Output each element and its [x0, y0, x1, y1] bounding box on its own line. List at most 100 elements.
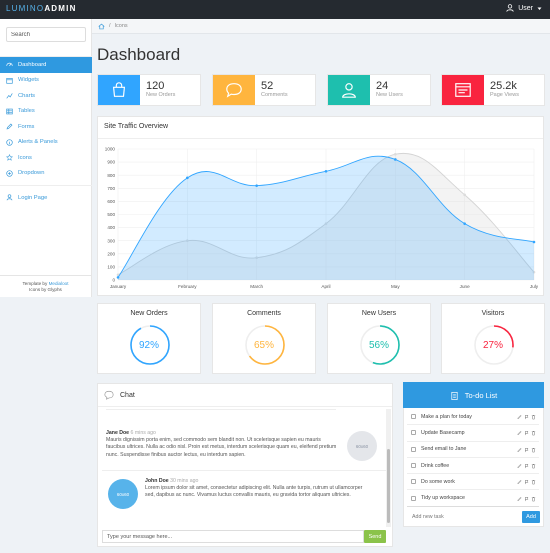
search-input[interactable] [6, 27, 86, 42]
bag-icon [112, 82, 126, 97]
page-title: Dashboard [97, 45, 181, 64]
progress-ring [245, 325, 285, 365]
stat-icon-box [442, 75, 484, 105]
trash-icon[interactable] [531, 479, 536, 485]
progress-value: 56% [368, 340, 389, 351]
edit-icon[interactable] [517, 479, 522, 485]
trash-icon[interactable] [531, 430, 536, 436]
todo-item[interactable]: Do some work [407, 474, 539, 491]
flag-icon[interactable] [524, 496, 529, 502]
brand-logo[interactable]: LUMINOADMIN [6, 4, 77, 13]
user-icon [6, 194, 13, 201]
todo-item[interactable]: Update Basecamp [407, 425, 539, 442]
sidebar-item-icons[interactable]: Icons [0, 150, 92, 166]
medialoot-link[interactable]: Medialoot [48, 281, 69, 286]
todo-actions [517, 414, 536, 420]
sidebar-item-label: Icons [18, 154, 32, 161]
send-button[interactable]: Send [364, 530, 386, 543]
data-point [394, 158, 397, 161]
progress-title: New Orders [130, 310, 168, 317]
todo-item[interactable]: Make a plan for today [407, 409, 539, 426]
chat-scrollbar[interactable] [386, 409, 391, 527]
todo-header: To-do List [403, 382, 544, 408]
avatar-label: 60x60 [116, 491, 130, 497]
avatar: 60x60 [108, 479, 138, 509]
todo-item[interactable]: Drink coffee [407, 458, 539, 475]
scrollbar-thumb[interactable] [387, 449, 390, 523]
stat-value: 52 [261, 80, 274, 92]
todo-actions [517, 496, 536, 502]
chat-message-input[interactable] [102, 530, 364, 543]
todo-checkbox[interactable] [411, 479, 416, 485]
sidebar-item-tables[interactable]: Tables [0, 104, 92, 120]
data-point [186, 176, 189, 180]
edit-icon[interactable] [517, 447, 522, 453]
trash-icon[interactable] [531, 463, 536, 469]
sidebar-item-charts[interactable]: Charts [0, 88, 92, 104]
sidebar-item-widgets[interactable]: Widgets [0, 73, 92, 89]
trash-icon[interactable] [531, 414, 536, 420]
data-point [324, 222, 328, 225]
y-tick-label: 400 [107, 225, 115, 230]
message-divider [106, 409, 336, 412]
table-icon [6, 108, 13, 115]
edit-icon[interactable] [517, 430, 522, 436]
flag-icon[interactable] [524, 447, 529, 453]
message-author: Jane Doe [106, 430, 130, 436]
top-navbar: LUMINOADMIN User [0, 0, 550, 19]
stat-value: 24 [376, 80, 389, 92]
todo-item[interactable]: Send email to Jane [407, 442, 539, 458]
y-tick-label: 500 [107, 212, 115, 217]
stat-card-comments: 52 Comments [212, 74, 316, 106]
breadcrumb-separator: / [109, 23, 111, 29]
sidebar-item-dashboard[interactable]: Dashboard [0, 57, 92, 73]
new-task-input[interactable] [409, 511, 517, 523]
flag-icon[interactable] [524, 463, 529, 469]
todo-checkbox[interactable] [411, 446, 416, 452]
todo-actions [517, 463, 536, 469]
breadcrumb: / Icons [92, 19, 550, 34]
sidebar-item-forms[interactable]: Forms [0, 119, 92, 135]
progress-arc [130, 325, 170, 365]
message-time: 6 mins ago [130, 430, 156, 436]
stat-value: 120 [146, 80, 165, 92]
sidebar: Dashboard Widgets Charts Tables Forms Al… [0, 19, 92, 297]
message-time: 30 mins ago [170, 478, 199, 484]
todo-checkbox[interactable] [411, 463, 416, 469]
caret-down-icon [537, 7, 542, 10]
home-icon[interactable] [98, 23, 105, 30]
plus-circle-icon [6, 170, 13, 177]
chat-title: Chat [120, 391, 135, 399]
edit-icon[interactable] [517, 496, 522, 502]
app-window-icon [455, 83, 471, 97]
trash-icon[interactable] [531, 447, 536, 453]
todo-item-label: Send email to Jane [421, 446, 467, 453]
panel-divider [98, 138, 543, 139]
todo-checkbox[interactable] [411, 414, 416, 420]
flag-icon[interactable] [524, 479, 529, 485]
site-traffic-panel: Site Traffic Overview 0 100 200 300 400 500 60… [97, 116, 544, 296]
sidebar-item-alerts-panels[interactable]: Alerts & Panels [0, 135, 92, 151]
edit-icon[interactable] [517, 414, 522, 420]
y-tick-label: 800 [107, 173, 115, 178]
todo-checkbox[interactable] [411, 430, 416, 436]
trash-icon[interactable] [531, 496, 536, 502]
progress-arc [360, 325, 400, 365]
edit-icon[interactable] [517, 463, 522, 469]
todo-checkbox[interactable] [411, 495, 416, 501]
sidebar-item-dropdown[interactable]: Dropdown [0, 166, 92, 182]
x-tick-label: April [321, 284, 330, 289]
todo-actions [517, 430, 536, 436]
flag-icon[interactable] [524, 414, 529, 420]
sidebar-item-login-page[interactable]: Login Page [0, 190, 92, 206]
user-menu[interactable]: User [506, 4, 542, 12]
chat-panel: Chat Jane Doe 6 mins ago Mauris dignissi… [97, 383, 393, 547]
brand-part1: LUMINO [6, 4, 45, 13]
sidebar-item-label: Tables [18, 108, 35, 115]
add-task-button[interactable]: Add [522, 511, 540, 523]
series-area [118, 156, 534, 280]
flag-icon[interactable] [524, 430, 529, 436]
stat-label: Page Views [490, 92, 519, 98]
sidebar-item-label: Alerts & Panels [18, 139, 58, 146]
todo-item[interactable]: Tidy up workspace [407, 491, 539, 507]
